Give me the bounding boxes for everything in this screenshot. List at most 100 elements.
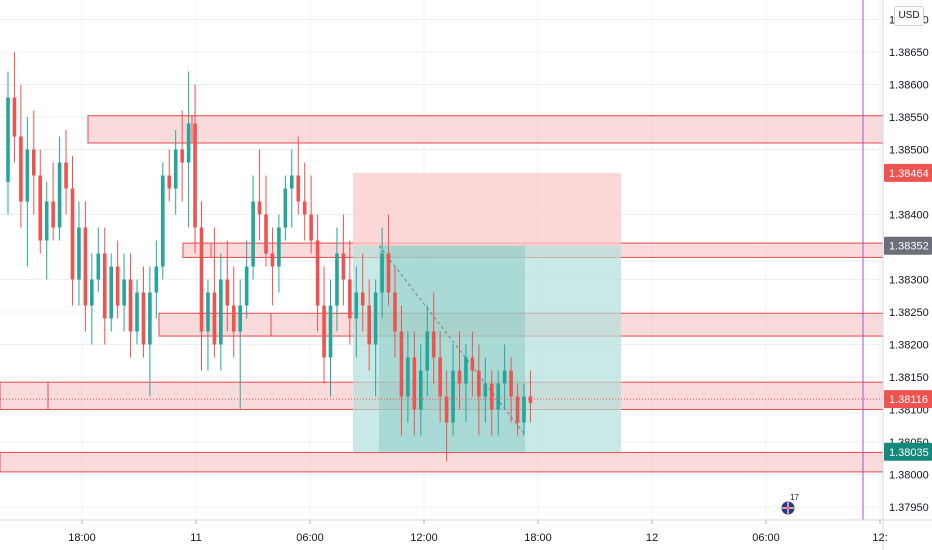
candle-body: [148, 292, 152, 345]
candle-body: [102, 253, 107, 319]
current-price-badge: 1.38116: [884, 390, 932, 409]
candle-body: [328, 305, 333, 358]
price-tick-label: 1.38650: [889, 47, 929, 59]
candle-body: [206, 292, 210, 332]
candle-body: [341, 253, 346, 280]
price-badges: 1.38464 1.38352 1.38116 1.38035: [884, 163, 932, 461]
price-tick-label: 1.38550: [889, 112, 929, 124]
take-profit-badge-bg: [884, 442, 932, 461]
candle-body: [238, 305, 242, 332]
candle-body: [360, 292, 365, 306]
candle-body: [251, 201, 255, 267]
candle-body: [348, 279, 352, 319]
take-profit-area: [353, 245, 621, 452]
candle-body: [451, 370, 455, 423]
candle-body: [283, 188, 288, 228]
stop-loss-badge-label: 1.38464: [889, 168, 929, 180]
candle-body: [354, 292, 359, 319]
candle-body: [19, 136, 23, 202]
price-tick-label: 1.38600: [889, 80, 929, 92]
candle-body: [173, 149, 178, 189]
candle-body: [219, 279, 223, 345]
chart-overlays: 17: [0, 0, 883, 520]
price-tick-label: 1.38400: [889, 210, 929, 222]
candle-body: [464, 357, 468, 384]
candle-body: [302, 201, 307, 215]
price-tick-label: 1.38500: [889, 145, 929, 157]
time-tick-label: 18:00: [68, 532, 96, 544]
event-count: 17: [790, 493, 799, 502]
candle-body: [373, 292, 378, 345]
entry-price-badge: 1.38352: [884, 236, 932, 255]
candle-body: [96, 253, 101, 280]
candle-body: [496, 383, 500, 410]
candle-body: [489, 383, 494, 410]
time-axis[interactable]: 18:00 11 06:00 12:00 18:00 12 06:00 12:: [0, 519, 932, 544]
candle-body: [109, 266, 113, 319]
time-tick-label: 06:00: [752, 532, 780, 544]
candle-body: [32, 149, 36, 176]
current-price-badge-bg: [884, 390, 932, 409]
candle-body: [225, 279, 230, 306]
candle-body: [161, 175, 165, 267]
candle-body: [431, 331, 436, 358]
candle-body: [193, 123, 197, 228]
candle-body: [51, 201, 55, 228]
uk-flag-icon: 17: [780, 493, 799, 516]
price-tick-label: 1.38200: [889, 340, 929, 352]
candle-body: [425, 331, 430, 371]
candle-body: [257, 201, 262, 215]
time-tick-label: 12:: [872, 532, 887, 544]
candle-body: [57, 162, 62, 228]
candle-body: [186, 123, 191, 163]
candle-body: [406, 357, 410, 397]
candle-body: [290, 175, 294, 189]
currency-button[interactable]: USD: [894, 6, 924, 26]
zone-box: [0, 451, 884, 473]
candle-body: [483, 383, 488, 397]
candle-body: [231, 305, 236, 332]
stop-loss-badge-bg: [884, 163, 932, 182]
time-tick-label: 12: [646, 532, 658, 544]
candle-body: [470, 357, 475, 371]
entry-price-badge-bg: [884, 236, 932, 255]
price-axis[interactable]: 1.387001.386501.386001.385501.385001.384…: [882, 0, 929, 550]
candle-body: [386, 253, 391, 293]
candle-body: [167, 175, 172, 189]
time-tick-label: 11: [190, 532, 201, 544]
candle-body: [212, 292, 217, 345]
candle-body: [515, 396, 520, 423]
candle-body: [457, 370, 462, 384]
candle-body: [25, 149, 30, 202]
candle-body: [380, 253, 384, 293]
time-tick-label: 06:00: [296, 532, 324, 544]
candle-body: [367, 305, 371, 345]
entry-price-badge-label: 1.38352: [889, 241, 929, 253]
current-price-badge-label: 1.38116: [889, 394, 928, 406]
candle-body: [522, 396, 526, 423]
take-profit-badge: 1.38035: [884, 442, 932, 461]
candle-body: [528, 396, 533, 403]
candle-body: [264, 214, 268, 254]
candle-body: [141, 292, 146, 345]
candle-body: [509, 370, 513, 397]
stop-loss-area: [353, 172, 621, 246]
candle-body: [296, 175, 301, 202]
candle-body: [122, 279, 126, 306]
candle-body: [412, 357, 417, 410]
candle-body: [444, 396, 449, 423]
candle-body: [70, 188, 75, 280]
price-tick-label: 1.38300: [889, 275, 929, 287]
candle-body: [393, 292, 397, 332]
candle-body: [477, 370, 481, 397]
candle-body: [277, 227, 281, 267]
candle-body: [322, 305, 326, 358]
candle-body: [315, 240, 320, 306]
short-position-tool[interactable]: [353, 172, 621, 452]
candle-body: [419, 370, 423, 410]
candle-body: [64, 162, 68, 189]
candle-body: [135, 292, 139, 332]
candle-body: [309, 214, 313, 241]
candle-body: [154, 266, 159, 293]
